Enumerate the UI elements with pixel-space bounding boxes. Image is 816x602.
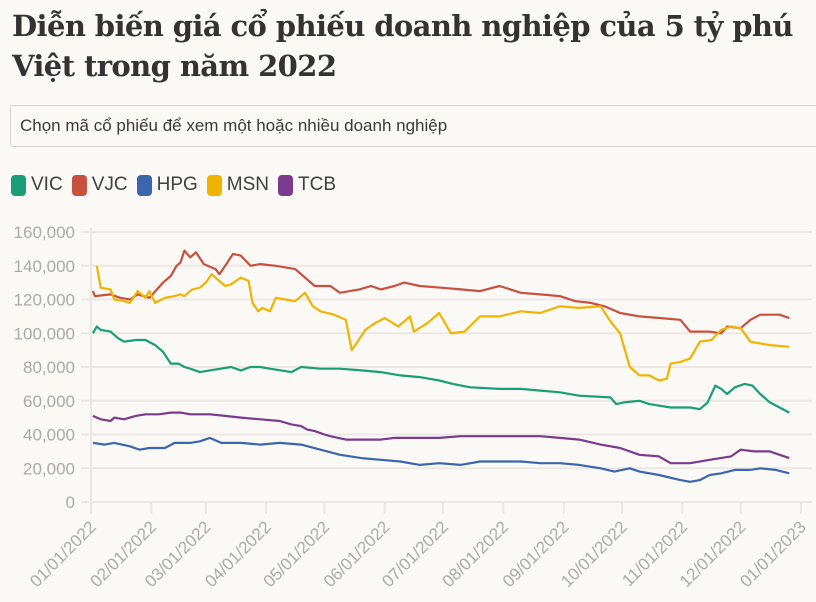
y-tick-label: 140,000 [14,257,75,276]
legend-label: MSN [226,174,270,195]
legend-label: HPG [156,174,198,195]
legend-swatch [71,174,87,196]
legend-swatch [206,174,222,196]
x-tick-label: 01/01/2023 [736,517,810,591]
legend-swatch [278,174,294,196]
chart-title: Diễn biến giá cổ phiếu doanh nghiệp của … [12,9,793,83]
legend-item-hpg[interactable]: HPG [136,174,198,196]
legend-item-msn[interactable]: MSN [206,174,270,196]
legend-item-vic[interactable]: VIC [11,174,63,196]
y-tick-label: 160,000 [14,223,75,242]
stock-selector-placeholder: Chọn mã cổ phiếu để xem một hoặc nhiều d… [20,116,448,135]
legend-swatch [136,174,152,196]
y-tick-label: 60,000 [23,392,75,411]
y-tick-label: 120,000 [14,291,75,310]
legend: VIC VJC HPG MSN TCB [11,174,345,196]
series-line-hpg [92,436,790,483]
legend-label: TCB [298,174,337,195]
y-tick-label: 100,000 [14,324,75,343]
y-tick-label: 0 [66,493,75,512]
legend-label: VJC [91,174,128,195]
legend-label: VIC [31,174,63,195]
legend-item-tcb[interactable]: TCB [278,174,336,196]
series-line-vic [91,325,790,414]
y-tick-label: 40,000 [23,426,75,445]
y-tick-label: 80,000 [23,358,75,377]
y-tick-label: 20,000 [23,459,75,478]
series-line-msn [95,265,790,382]
legend-item-vjc[interactable]: VJC [71,174,128,196]
stock-selector[interactable]: Chọn mã cổ phiếu để xem một hoặc nhiều d… [10,105,816,147]
series-line-tcb [92,411,790,465]
legend-swatch [11,174,26,196]
series-line-vjc [91,249,790,335]
